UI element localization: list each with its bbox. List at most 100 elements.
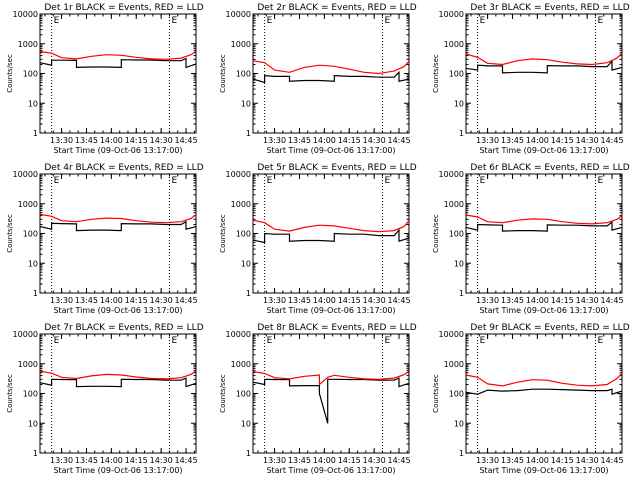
y-axis-label: Counts/sec	[432, 374, 440, 413]
y-tick-label: 1000	[231, 40, 251, 49]
marker-label: E	[267, 176, 273, 186]
y-tick-label: 1	[246, 449, 251, 458]
y-tick-label: 100	[449, 230, 464, 239]
x-tick-label: 14:15	[125, 296, 148, 305]
y-tick-label: 1000	[444, 200, 464, 209]
x-tick-label: 14:30	[150, 136, 173, 145]
series-line-events	[465, 59, 623, 74]
chart-panel-5: Det 5r BLACK = Events, RED = LLD 1 10 100 10…	[219, 163, 417, 315]
x-tick-label: 14:00	[526, 456, 549, 465]
x-tick-label: 14:45	[175, 136, 198, 145]
x-axis-label: Start Time (09-Oct-06 13:17:00)	[266, 146, 395, 155]
y-tick-label: 1	[246, 129, 251, 138]
marker-label: E	[171, 176, 177, 186]
y-tick-label: 1000	[18, 200, 38, 209]
x-tick-label: 13:30	[50, 456, 73, 465]
y-tick-label: 10	[241, 99, 251, 108]
x-tick-label: 14:30	[576, 296, 599, 305]
x-tick-label: 14:00	[313, 136, 336, 145]
y-tick-label: 100	[236, 390, 251, 399]
series-line-lld	[252, 370, 410, 386]
series-line-events	[465, 388, 623, 396]
y-axis-label: Counts/sec	[219, 374, 227, 413]
chart-title: Det 7r BLACK = Events, RED = LLD	[44, 323, 203, 333]
marker-label: E	[384, 336, 390, 346]
y-tick-label: 100	[23, 70, 38, 79]
y-axis-label: Counts/sec	[219, 54, 227, 93]
marker-label: E	[54, 16, 60, 26]
chart-title: Det 3r BLACK = Events, RED = LLD	[470, 3, 629, 13]
y-tick-label: 10000	[439, 10, 464, 19]
x-tick-label: 13:45	[75, 456, 98, 465]
marker-label: E	[384, 16, 390, 26]
x-tick-label: 13:30	[263, 456, 286, 465]
y-tick-label: 1000	[18, 40, 38, 49]
chart-panel-4: Det 4r BLACK = Events, RED = LLD 1 10 100 10…	[6, 163, 204, 315]
chart-panel-2: Det 2r BLACK = Events, RED = LLD 1 10 100 10…	[219, 3, 417, 155]
series-line-events	[39, 57, 197, 69]
plot-frame	[252, 333, 410, 454]
chart-panel-8: Det 8r BLACK = Events, RED = LLD 1 10 100 10…	[219, 323, 417, 475]
y-tick-label: 1000	[444, 40, 464, 49]
marker-label: E	[267, 336, 273, 346]
y-tick-label: 1000	[444, 360, 464, 369]
y-tick-label: 1	[33, 449, 38, 458]
y-axis-label: Counts/sec	[6, 374, 14, 413]
x-tick-label: 14:30	[150, 296, 173, 305]
x-tick-label: 13:30	[476, 456, 499, 465]
y-tick-label: 10	[28, 99, 38, 108]
x-tick-label: 14:15	[338, 136, 361, 145]
plot-frame	[39, 173, 197, 294]
y-tick-label: 10	[454, 419, 464, 428]
y-axis-label: Counts/sec	[219, 214, 227, 253]
chart-panel-7: Det 7r BLACK = Events, RED = LLD 1 10 100 10…	[6, 323, 204, 475]
x-tick-label: 14:15	[125, 136, 148, 145]
series-line-lld	[252, 219, 410, 233]
plot-frame	[39, 13, 197, 134]
x-tick-label: 13:45	[288, 296, 311, 305]
y-tick-label: 1000	[231, 360, 251, 369]
chart-title: Det 9r BLACK = Events, RED = LLD	[470, 323, 629, 333]
chart-title: Det 5r BLACK = Events, RED = LLD	[257, 163, 416, 173]
y-tick-label: 10	[28, 259, 38, 268]
x-tick-label: 13:30	[50, 136, 73, 145]
x-tick-label: 14:00	[100, 456, 123, 465]
x-tick-label: 14:15	[551, 456, 574, 465]
plot-frame	[465, 333, 623, 454]
x-tick-label: 14:00	[100, 296, 123, 305]
y-tick-label: 100	[23, 230, 38, 239]
chart-panel-6: Det 6r BLACK = Events, RED = LLD 1 10 100 10…	[432, 163, 630, 315]
y-tick-label: 10000	[226, 170, 251, 179]
y-axis-label: Counts/sec	[432, 214, 440, 253]
chart-panel-3: Det 3r BLACK = Events, RED = LLD 1 10 100 10…	[432, 3, 630, 155]
marker-label: E	[597, 16, 603, 26]
x-tick-label: 13:45	[75, 136, 98, 145]
x-tick-label: 14:45	[601, 296, 624, 305]
y-tick-label: 1	[459, 449, 464, 458]
x-axis-label: Start Time (09-Oct-06 13:17:00)	[53, 146, 182, 155]
x-tick-label: 14:30	[150, 456, 173, 465]
y-tick-label: 10000	[13, 170, 38, 179]
series-line-events	[39, 377, 197, 388]
x-axis-label: Start Time (09-Oct-06 13:17:00)	[53, 306, 182, 315]
plot-frame	[252, 13, 410, 134]
y-tick-label: 10000	[226, 10, 251, 19]
y-tick-label: 10000	[439, 170, 464, 179]
y-tick-label: 100	[23, 390, 38, 399]
x-tick-label: 14:00	[313, 296, 336, 305]
marker-label: E	[54, 176, 60, 186]
y-tick-label: 1000	[18, 360, 38, 369]
series-line-lld	[39, 213, 197, 224]
series-line-lld	[39, 370, 197, 380]
x-tick-label: 14:15	[125, 456, 148, 465]
y-tick-label: 10	[241, 419, 251, 428]
y-tick-label: 10000	[226, 330, 251, 339]
marker-label: E	[480, 336, 486, 346]
chart-title: Det 8r BLACK = Events, RED = LLD	[257, 323, 416, 333]
x-axis-label: Start Time (09-Oct-06 13:17:00)	[479, 306, 608, 315]
x-tick-label: 14:15	[551, 296, 574, 305]
x-tick-label: 13:45	[501, 456, 524, 465]
chart-panel-9: Det 9r BLACK = Events, RED = LLD 1 10 100 10…	[432, 323, 630, 475]
x-tick-label: 13:45	[501, 136, 524, 145]
